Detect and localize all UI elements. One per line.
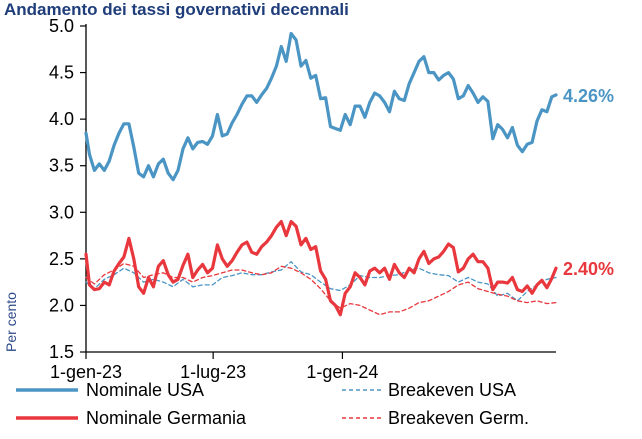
y-tick-label: 2.5 [49, 249, 74, 269]
legend-label: Breakeven Germ. [388, 408, 529, 428]
x-tick-label: 1-lug-23 [180, 362, 246, 382]
end-labels: 4.26% 2.40% [563, 86, 614, 279]
series-layer [84, 31, 558, 317]
y-tick-label: 4.0 [49, 109, 74, 129]
end-value-label: 4.26% [563, 86, 614, 106]
legend-label: Nominale USA [86, 380, 204, 400]
series-line-breakeven-germ [85, 262, 557, 316]
series-line-breakeven-usa [85, 261, 557, 302]
legend-label: Breakeven USA [388, 380, 516, 400]
legend-item: Breakeven USA [342, 380, 516, 400]
y-tick-label: 3.0 [49, 202, 74, 222]
legend-item: Nominale Germania [16, 408, 247, 428]
x-tick-label: 1-gen-24 [306, 362, 378, 382]
legend-item: Nominale USA [16, 380, 204, 400]
legend-item: Breakeven Germ. [342, 408, 529, 428]
y-tick-label: 5.0 [49, 16, 74, 36]
x-tick-label: 1-gen-23 [50, 362, 122, 382]
chart-title: Andamento dei tassi governativi decennal… [4, 0, 349, 19]
legend: Nominale USA Breakeven USA Nominale German… [16, 380, 529, 428]
legend-label: Nominale Germania [86, 408, 247, 428]
y-tick-label: 4.5 [49, 63, 74, 83]
series-line-nominale-usa [84, 31, 558, 182]
y-axis-label: Per cento [3, 292, 19, 352]
y-tick-label: 1.5 [49, 342, 74, 362]
y-tick-label: 3.5 [49, 156, 74, 176]
axes: 1.5 2.0 2.5 3.0 3.5 4.0 4.5 5.0 1-gen-23 1-lug-23… [3, 16, 556, 382]
series-line-nominale-germania [84, 220, 558, 317]
end-value-label: 2.40% [563, 259, 614, 279]
y-tick-label: 2.0 [49, 295, 74, 315]
